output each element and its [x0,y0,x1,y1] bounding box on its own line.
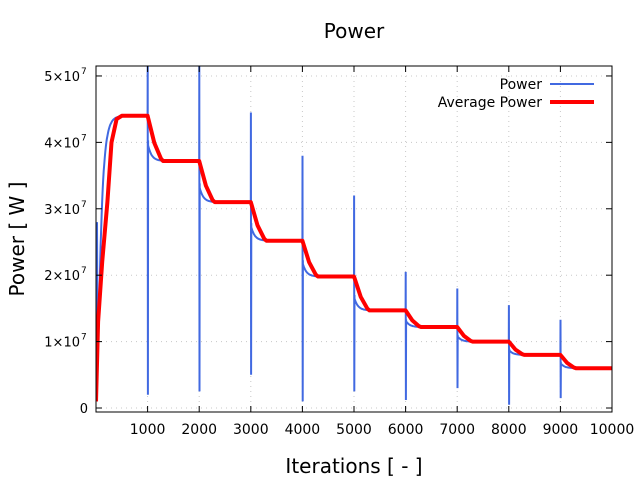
y-tick-exponent: 7 [81,67,87,77]
y-tick-label: 0 [80,402,88,417]
y-tick-exponent: 7 [81,333,87,343]
x-tick-label: 1000 [130,422,166,438]
legend-label-average-power: Average Power [438,95,543,111]
y-tick-label: 3×10 [44,203,80,218]
y-tick-label: 5×10 [44,70,80,85]
legend-label-power: Power [500,77,543,93]
y-tick-exponent: 7 [81,266,87,276]
y-axis-label: Power [ W ] [5,182,29,297]
x-tick-label: 10000 [590,422,635,438]
x-tick-label: 3000 [233,422,269,438]
chart-title: Power [324,19,385,43]
x-tick-label: 7000 [439,422,475,438]
x-tick-label: 6000 [388,422,424,438]
x-tick-label: 9000 [543,422,579,438]
y-tick-label: 4×10 [44,136,80,151]
y-tick-label: 2×10 [44,269,80,284]
y-tick-label: 1×10 [44,336,80,351]
ticks: 1000 2000 3000 4000 5000 6000 7000 8000 9000 1000… [44,66,634,438]
x-axis-label: Iterations [ - ] [285,454,422,478]
grid [96,66,613,412]
x-tick-label: 5000 [336,422,372,438]
series-average-power-line [96,113,612,402]
y-tick-exponent: 7 [81,200,87,210]
y-tick-exponent: 7 [81,133,87,143]
legend: Power Average Power [438,77,594,111]
x-tick-label: 8000 [491,422,527,438]
x-tick-label: 4000 [285,422,321,438]
x-tick-label: 2000 [181,422,217,438]
